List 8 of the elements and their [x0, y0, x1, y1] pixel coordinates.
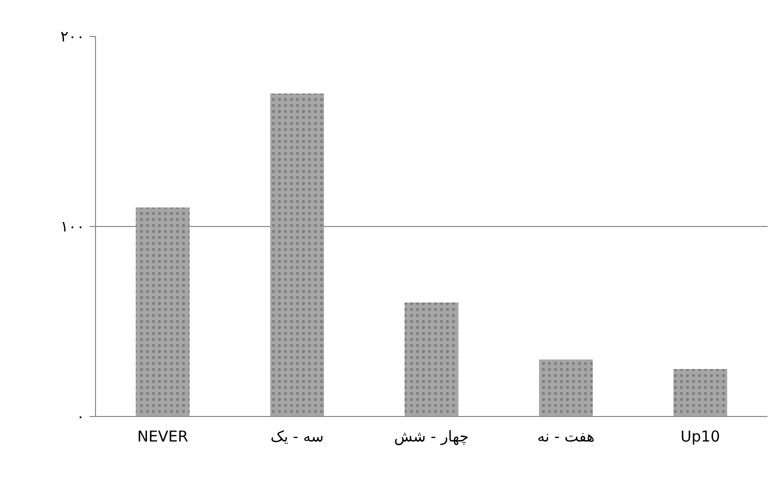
x-tick-label: چهار - شش	[394, 428, 469, 446]
x-tick-label: Up10	[680, 428, 720, 446]
y-tick-label: ۲۰۰	[60, 28, 84, 46]
x-tick-label: هفت - نه	[537, 428, 595, 446]
y-tick-label: ۰	[76, 408, 85, 426]
x-tick-label: سه - یک	[270, 428, 324, 446]
x-tick-label: NEVER	[137, 428, 188, 446]
y-tick-label: ۱۰۰	[60, 218, 84, 236]
